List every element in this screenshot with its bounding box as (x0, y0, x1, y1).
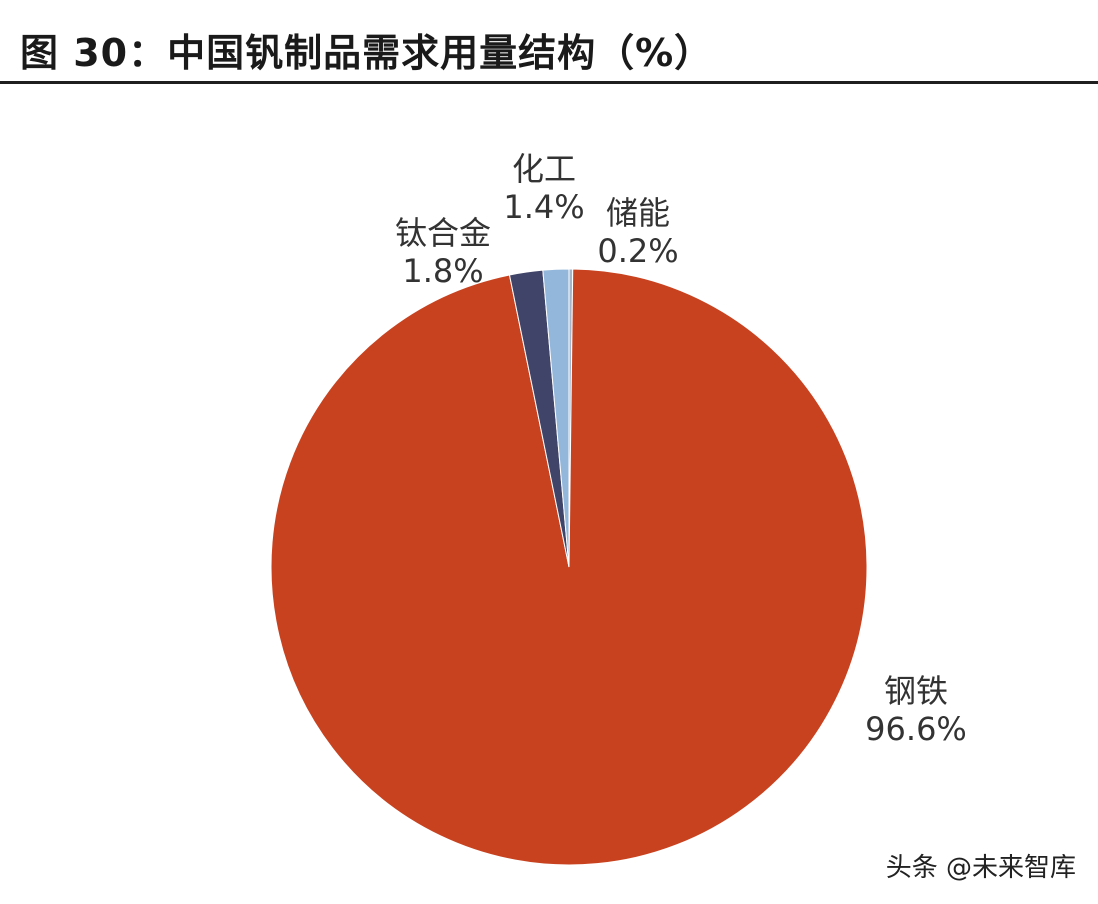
chart-area: 钛合金 1.8% 化工 1.4% 储能 0.2% 钢铁 96.6% (0, 84, 1098, 904)
slice-value-titanium-alloy: 1.8% (402, 252, 484, 290)
header: 图 30：中国钒制品需求用量结构（%） (0, 0, 1098, 84)
pie-slice-chemical (542, 268, 570, 568)
slice-name-titanium-alloy: 钛合金 (394, 214, 491, 252)
slice-label-steel: 钢铁 96.6% (846, 672, 986, 748)
slice-value-energy-storage: 0.2% (597, 232, 679, 270)
slice-name-chemical: 化工 (511, 150, 576, 188)
slice-label-chemical: 化工 1.4% (484, 150, 604, 226)
title-divider (0, 81, 1098, 84)
slice-label-titanium-alloy: 钛合金 1.8% (378, 214, 508, 290)
chart-title: 图 30：中国钒制品需求用量结构（%） (20, 31, 714, 75)
slice-name-steel: 钢铁 (883, 672, 948, 710)
slice-value-steel: 96.6% (865, 710, 967, 748)
slice-value-chemical: 1.4% (503, 188, 585, 226)
slice-label-energy-storage: 储能 0.2% (578, 194, 698, 270)
pie-chart (270, 268, 868, 866)
slice-name-energy-storage: 储能 (605, 194, 670, 232)
watermark: 头条 @未来智库 (885, 853, 1076, 883)
